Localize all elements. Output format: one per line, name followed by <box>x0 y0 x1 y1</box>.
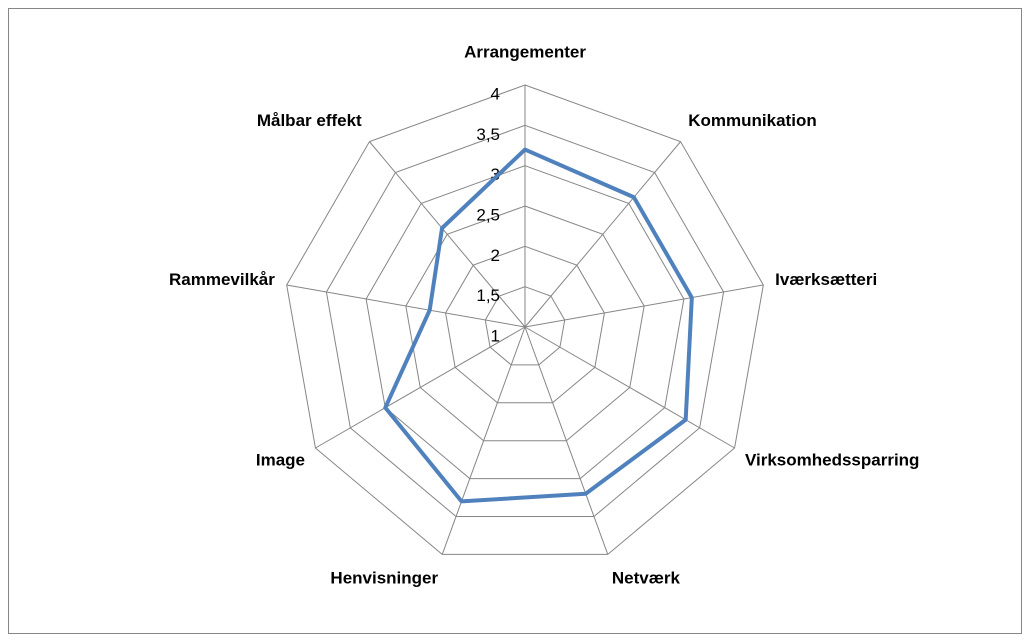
category-label: Virksomhedssparring <box>745 450 919 469</box>
grid-ring <box>445 245 605 404</box>
category-label: Image <box>256 450 305 469</box>
grid-ring <box>286 84 764 555</box>
chart-frame <box>8 8 1022 634</box>
tick-label: 4 <box>491 84 500 103</box>
grid-spoke <box>524 326 609 555</box>
category-label: Kommunikation <box>688 111 816 130</box>
grid-ring <box>365 165 685 480</box>
tick-label: 2,5 <box>476 205 500 224</box>
grid-spoke <box>524 326 735 449</box>
grid-ring <box>484 286 566 366</box>
category-label: Rammevilkår <box>169 270 275 289</box>
grid-spoke <box>524 284 764 328</box>
tick-label: 2 <box>491 246 500 265</box>
tick-label: 3 <box>491 165 500 184</box>
category-label: Netværk <box>612 568 681 587</box>
grid-spoke <box>369 141 526 328</box>
grid-spoke <box>286 284 526 328</box>
grid-spoke <box>524 141 681 328</box>
category-label: Iværksætteri <box>775 270 877 289</box>
series-line <box>383 147 694 504</box>
category-label: Arrangementer <box>464 42 586 61</box>
grid-ring <box>325 124 725 518</box>
tick-label: 1,5 <box>476 286 500 305</box>
category-label: Henvisninger <box>330 568 438 587</box>
category-label: Målbar effekt <box>257 111 362 130</box>
grid-spoke <box>315 326 526 449</box>
tick-label: 1 <box>491 326 500 345</box>
grid-spoke <box>441 326 526 555</box>
grid-ring <box>405 205 645 442</box>
tick-label: 3,5 <box>476 125 500 144</box>
